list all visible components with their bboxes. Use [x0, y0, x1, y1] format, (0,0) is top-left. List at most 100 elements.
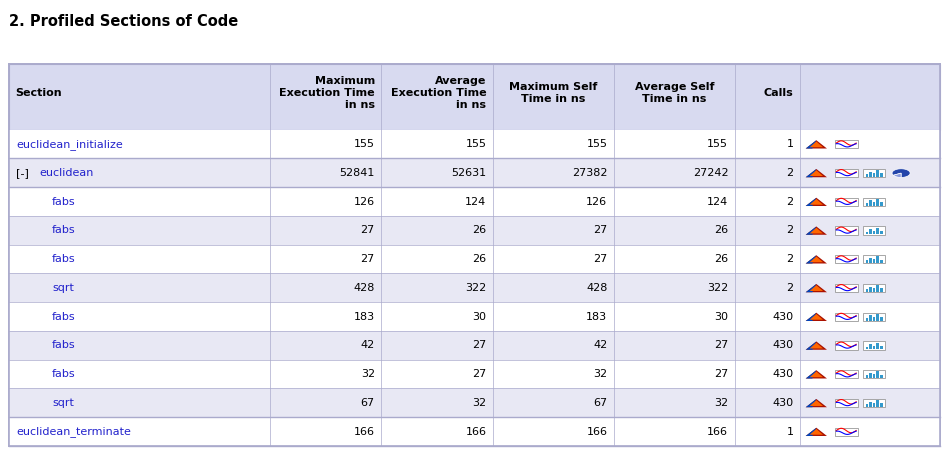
Text: euclidean_initialize: euclidean_initialize: [16, 139, 122, 150]
Text: Maximum
Execution Time
in ns: Maximum Execution Time in ns: [279, 76, 375, 111]
FancyBboxPatch shape: [835, 341, 858, 349]
Bar: [865, 174, 868, 177]
Bar: [865, 232, 868, 234]
Text: 26: 26: [715, 225, 728, 235]
Text: 2: 2: [786, 254, 793, 264]
Bar: [9, 158, 940, 187]
Text: fabs: fabs: [52, 312, 76, 322]
Bar: [880, 173, 883, 177]
Text: fabs: fabs: [52, 197, 76, 207]
Text: 322: 322: [707, 283, 728, 293]
Bar: [9, 389, 940, 417]
FancyBboxPatch shape: [835, 313, 858, 321]
FancyBboxPatch shape: [863, 197, 885, 206]
Text: 2: 2: [786, 197, 793, 207]
Bar: [9, 359, 940, 389]
Polygon shape: [806, 428, 827, 436]
Text: 430: 430: [772, 312, 793, 322]
Bar: [873, 288, 876, 292]
FancyBboxPatch shape: [863, 284, 885, 292]
Bar: [869, 229, 872, 234]
Bar: [873, 374, 876, 378]
Text: 26: 26: [473, 225, 487, 235]
Text: [-]: [-]: [16, 168, 32, 178]
FancyBboxPatch shape: [835, 255, 858, 263]
Bar: [873, 202, 876, 206]
Text: 27: 27: [714, 369, 728, 379]
Text: 126: 126: [354, 197, 375, 207]
Bar: [869, 287, 872, 292]
Bar: [869, 315, 872, 320]
Polygon shape: [806, 341, 827, 350]
Polygon shape: [809, 285, 823, 291]
Text: 32: 32: [473, 398, 487, 408]
Bar: [876, 343, 879, 349]
Bar: [876, 314, 879, 320]
FancyBboxPatch shape: [9, 64, 940, 130]
Bar: [873, 317, 876, 320]
Text: Average Self
Time in ns: Average Self Time in ns: [635, 82, 715, 104]
Text: fabs: fabs: [52, 340, 76, 350]
Bar: [880, 375, 883, 378]
FancyBboxPatch shape: [835, 140, 858, 148]
Text: 126: 126: [586, 197, 607, 207]
Text: 155: 155: [354, 139, 375, 149]
Polygon shape: [806, 255, 816, 263]
Bar: [9, 245, 940, 273]
FancyBboxPatch shape: [863, 370, 885, 379]
FancyBboxPatch shape: [835, 428, 858, 436]
Bar: [876, 228, 879, 234]
Polygon shape: [809, 228, 823, 233]
Text: 27: 27: [593, 225, 607, 235]
Wedge shape: [892, 169, 910, 177]
Text: 2. Profiled Sections of Code: 2. Profiled Sections of Code: [9, 14, 239, 29]
Bar: [876, 285, 879, 292]
Text: 42: 42: [361, 340, 375, 350]
Bar: [9, 187, 940, 216]
Wedge shape: [893, 173, 902, 177]
FancyBboxPatch shape: [835, 226, 858, 235]
Text: 155: 155: [707, 139, 728, 149]
Bar: [880, 202, 883, 206]
Polygon shape: [806, 198, 827, 206]
Text: 1: 1: [787, 139, 793, 149]
Bar: [869, 258, 872, 263]
Text: Calls: Calls: [764, 88, 793, 98]
Bar: [9, 216, 940, 245]
Text: 428: 428: [586, 283, 607, 293]
Text: 430: 430: [772, 398, 793, 408]
Text: sqrt: sqrt: [52, 398, 74, 408]
Polygon shape: [809, 257, 823, 262]
Polygon shape: [806, 198, 816, 206]
FancyBboxPatch shape: [863, 226, 885, 235]
Polygon shape: [806, 370, 827, 379]
Text: 27242: 27242: [693, 168, 728, 178]
Text: 30: 30: [473, 312, 487, 322]
Text: 27: 27: [473, 369, 487, 379]
Bar: [869, 344, 872, 349]
Bar: [876, 257, 879, 263]
FancyBboxPatch shape: [835, 284, 858, 292]
Polygon shape: [806, 140, 816, 148]
Polygon shape: [806, 399, 816, 407]
Text: 166: 166: [354, 426, 375, 436]
Bar: [9, 302, 940, 331]
Text: 27382: 27382: [572, 168, 607, 178]
Polygon shape: [806, 169, 816, 177]
FancyBboxPatch shape: [863, 255, 885, 263]
Bar: [880, 288, 883, 292]
Polygon shape: [809, 314, 823, 320]
Text: fabs: fabs: [52, 225, 76, 235]
Polygon shape: [809, 170, 823, 176]
Bar: [865, 404, 868, 407]
Text: 27: 27: [473, 340, 487, 350]
Text: 27: 27: [361, 225, 375, 235]
Text: 42: 42: [593, 340, 607, 350]
Text: 67: 67: [361, 398, 375, 408]
Polygon shape: [806, 313, 827, 321]
Polygon shape: [806, 399, 827, 407]
Bar: [876, 400, 879, 407]
Polygon shape: [809, 400, 823, 406]
Bar: [880, 260, 883, 263]
Text: fabs: fabs: [52, 254, 76, 264]
